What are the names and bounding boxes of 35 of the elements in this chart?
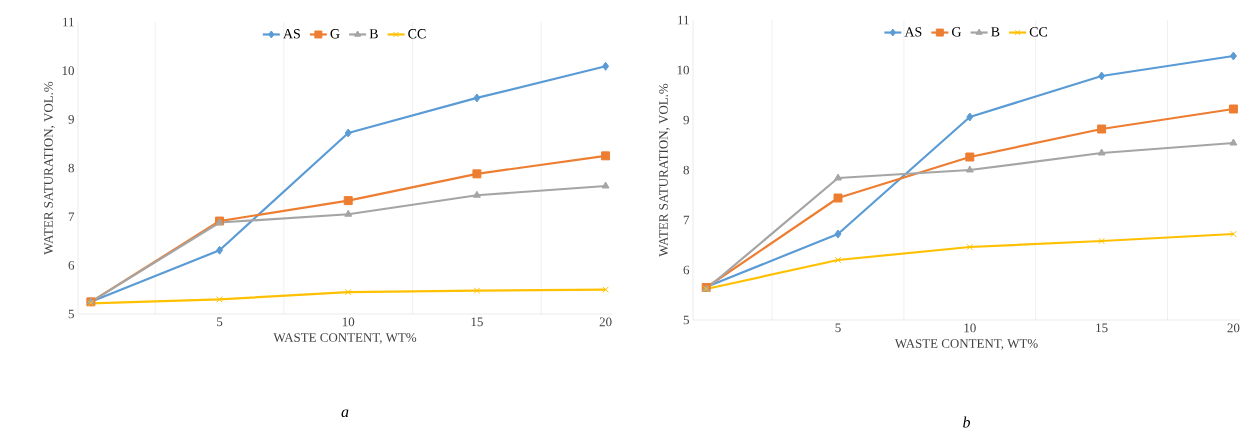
x-tick-label: 15 — [1096, 323, 1108, 333]
legend-label: B — [991, 27, 1000, 37]
y-tick-label: 9 — [68, 114, 74, 124]
x-tick-label: 5 — [835, 323, 841, 333]
y-tick-label: 11 — [678, 15, 689, 25]
x-axis-title: WASTE CONTENT, WT% — [273, 333, 417, 344]
y-tick-label: 11 — [63, 17, 74, 27]
y-tick-label: 6 — [683, 265, 690, 275]
y-tick-label: 5 — [68, 309, 74, 319]
x-tick-label: 5 — [217, 317, 223, 327]
x-tick-label: 20 — [599, 317, 612, 327]
y-tick-label: 10 — [677, 65, 689, 75]
legend-label: AS — [904, 27, 922, 37]
legend-label: CC — [1029, 27, 1048, 37]
y-tick-label: 10 — [62, 66, 74, 76]
text: a — [341, 409, 349, 418]
legend-label: CC — [408, 29, 426, 39]
y-tick-label: 8 — [683, 165, 689, 175]
y-tick-label: 7 — [683, 215, 690, 225]
legend-label: G — [330, 29, 340, 39]
legend-label: G — [952, 27, 962, 37]
text: b — [963, 416, 971, 428]
x-tick-label: 15 — [471, 317, 483, 327]
legend-label: B — [369, 29, 378, 39]
x-tick-label: 10 — [342, 317, 355, 327]
y-axis-title: WATER SATURATION, VOL.% — [659, 83, 670, 257]
y-tick-label: 7 — [68, 212, 75, 221]
y-tick-label: 6 — [68, 260, 75, 270]
y-tick-label: 8 — [68, 163, 74, 173]
x-tick-label: 20 — [1227, 323, 1240, 333]
y-axis-title: WATER SATURATION, VOL.% — [44, 81, 55, 255]
y-tick-label: 9 — [683, 115, 689, 125]
legend-label: AS — [283, 29, 300, 39]
x-tick-label: 10 — [964, 323, 976, 333]
x-axis-title: WASTE CONTENT, WT% — [894, 339, 1038, 350]
